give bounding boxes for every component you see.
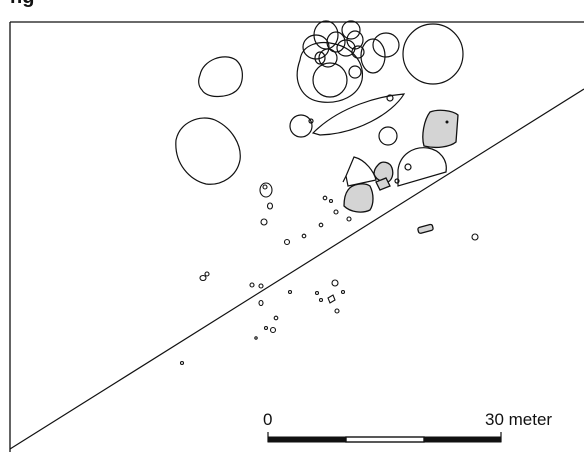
grey-stone-rect	[417, 223, 434, 234]
scale-start-label: 0	[263, 410, 273, 429]
grey-stone-small-b	[375, 177, 391, 191]
grey-stone-mid	[343, 183, 374, 213]
feature-large-circle-right	[402, 23, 464, 85]
figure-title: ng	[10, 0, 34, 9]
feature-lens	[311, 93, 406, 136]
scale-end-label: 30 meter	[485, 410, 553, 429]
scale-bar	[267, 432, 502, 443]
frame	[9, 21, 584, 452]
feature-small-circle	[289, 114, 313, 138]
feature-left-upper	[198, 56, 243, 98]
boundary-line	[9, 88, 584, 450]
grey-stone-large	[422, 109, 459, 149]
feature-half-circle	[397, 147, 447, 187]
feature-cluster-top	[296, 20, 400, 103]
postholes	[179, 182, 479, 366]
feature-left-large	[175, 117, 241, 185]
